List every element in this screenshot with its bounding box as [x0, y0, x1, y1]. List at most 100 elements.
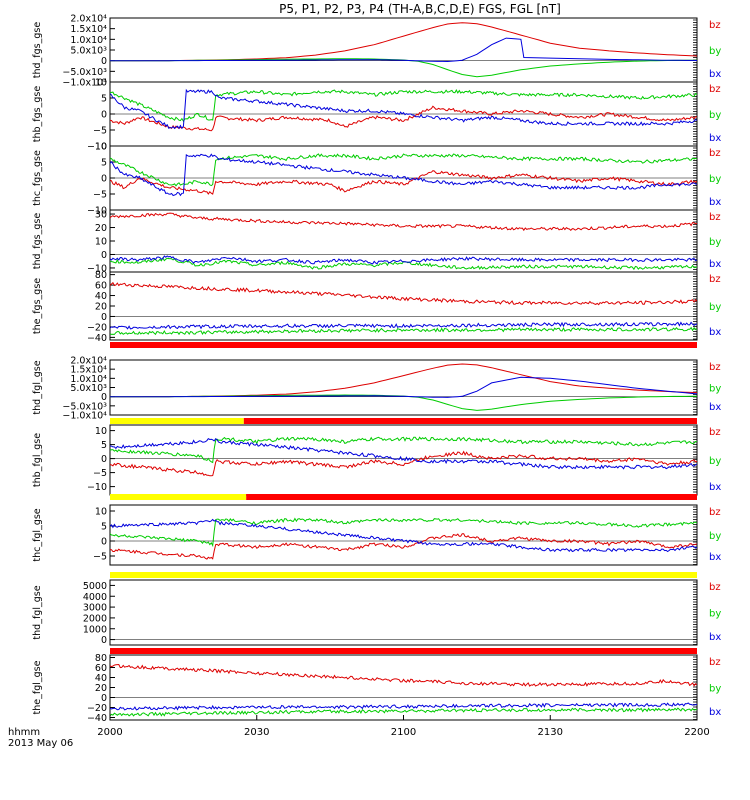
status-bar-segment — [243, 418, 697, 424]
legend-by: by — [709, 174, 721, 185]
y-tick-label: 20 — [95, 683, 107, 694]
y-tick-label: −5 — [93, 468, 107, 479]
legend-bz: bz — [709, 84, 721, 95]
series-bz — [110, 363, 697, 398]
y-tick-label: 3000 — [83, 603, 107, 614]
y-tick-label: 1.5x10⁴ — [70, 365, 107, 376]
status-bar-2 — [110, 418, 697, 424]
y-tick-label: −5.0x10³ — [62, 67, 107, 78]
y-tick-label: 2.0x10⁴ — [70, 14, 107, 25]
y-tick-label: 0 — [101, 312, 107, 323]
series-bx — [110, 88, 697, 130]
series-by — [110, 517, 697, 548]
y-tick-label: 20 — [95, 302, 107, 313]
y-tick-label: −1.0x10⁴ — [62, 78, 107, 89]
y-axis-label: thb_fgl_gse — [32, 433, 43, 487]
panel-stack: 2.0x10⁴1.5x10⁴1.0x10⁴5.0x10³0−5.0x10³−1.… — [32, 14, 721, 725]
panel-6: 2.0x10⁴1.5x10⁴1.0x10⁴5.0x10³0−5.0x10³−1.… — [32, 356, 721, 422]
y-tick-label: 10 — [95, 78, 107, 89]
legend-bx: bx — [709, 259, 721, 270]
legend-bz: bz — [709, 507, 721, 518]
legend-bz: bz — [709, 362, 721, 373]
y-tick-label: 5 — [101, 94, 107, 105]
y-tick-label: 2000 — [83, 613, 107, 624]
y-tick-label: 60 — [95, 663, 107, 674]
status-bar-segment — [110, 418, 244, 424]
y-tick-label: 5 — [101, 158, 107, 169]
y-tick-label: 0 — [101, 110, 107, 121]
y-tick-label: 0 — [101, 250, 107, 261]
series-by — [110, 707, 697, 717]
legend-bx: bx — [709, 402, 721, 413]
y-tick-label: 5.0x10³ — [70, 46, 107, 57]
panel-3: 10 5 0 −5 −10 thc_fgs_gse bz by bx — [32, 142, 721, 217]
series-bz — [110, 281, 697, 306]
status-bar-segment — [110, 494, 247, 500]
status-bar-5 — [110, 648, 697, 654]
legend-bz: bz — [709, 274, 721, 285]
y-tick-label: −40 — [87, 333, 107, 344]
y-tick-label: −40 — [87, 713, 107, 724]
x-tick-label: 2200 — [684, 727, 709, 738]
y-tick-label: 5.0x10³ — [70, 383, 107, 394]
series-bx — [110, 702, 697, 711]
series-bx — [110, 153, 697, 197]
y-tick-label: 80 — [95, 653, 107, 664]
y-tick-label: 5 — [101, 522, 107, 533]
x-tick-label: 2100 — [391, 727, 416, 738]
y-tick-label: 1.0x10⁴ — [70, 374, 107, 385]
y-tick-label: 1.0x10⁴ — [70, 35, 107, 46]
y-tick-label: −10 — [87, 142, 107, 153]
y-tick-label: 10 — [95, 507, 107, 518]
legend-bz: bz — [709, 212, 721, 223]
series-bx — [110, 376, 697, 398]
y-axis-label: the_fgl_gse — [32, 660, 43, 714]
legend-bx: bx — [709, 552, 721, 563]
series-bz — [110, 533, 697, 560]
legend-by: by — [709, 531, 721, 542]
legend-by: by — [709, 684, 721, 695]
status-bar-3 — [110, 494, 697, 500]
legend-bz: bz — [709, 657, 721, 668]
series-bz — [110, 170, 697, 195]
panel-frame — [109, 579, 698, 646]
panel-frame — [109, 654, 698, 721]
panel-4: 30 20 10 0 −10 thd_fgs_gse bz by bx — [32, 209, 721, 274]
status-bar-segment — [110, 648, 697, 654]
status-bar-4 — [110, 572, 697, 578]
y-tick-label: −5 — [93, 552, 107, 563]
y-tick-label: 4000 — [83, 592, 107, 603]
legend-by: by — [709, 46, 721, 57]
y-tick-label: 0 — [101, 537, 107, 548]
series-bx — [110, 437, 697, 470]
status-bar-segment — [110, 572, 697, 578]
y-axis-label: thd_fgl_gse — [32, 585, 43, 639]
y-tick-label: 60 — [95, 281, 107, 292]
legend-by: by — [709, 456, 721, 467]
y-tick-label: 0 — [101, 635, 107, 646]
y-tick-label: 10 — [95, 426, 107, 437]
y-tick-label: 0 — [101, 174, 107, 185]
status-bar-segment — [110, 342, 697, 348]
y-tick-label: 10 — [95, 142, 107, 153]
y-tick-label: 80 — [95, 270, 107, 281]
x-axis: 2000 2030 2100 2130 2200 — [97, 715, 710, 738]
status-bar-segment — [246, 494, 697, 500]
legend-by: by — [709, 302, 721, 313]
series-bx — [110, 37, 697, 63]
y-tick-label: 1.5x10⁴ — [70, 24, 107, 35]
x-tick-label: 2000 — [97, 727, 122, 738]
y-tick-label: −1.0x10⁴ — [62, 411, 107, 422]
series-bz — [110, 22, 697, 62]
series-bz — [110, 663, 697, 687]
series-by — [110, 394, 697, 411]
y-tick-label: 0 — [101, 392, 107, 403]
y-axis-label: thc_fgs_gse — [32, 150, 43, 206]
legend-by: by — [709, 110, 721, 121]
y-tick-label: −5.0x10³ — [62, 401, 107, 412]
y-tick-label: 40 — [95, 673, 107, 684]
hhmm-label: hhmm — [8, 727, 40, 738]
y-tick-label: −5 — [93, 190, 107, 201]
